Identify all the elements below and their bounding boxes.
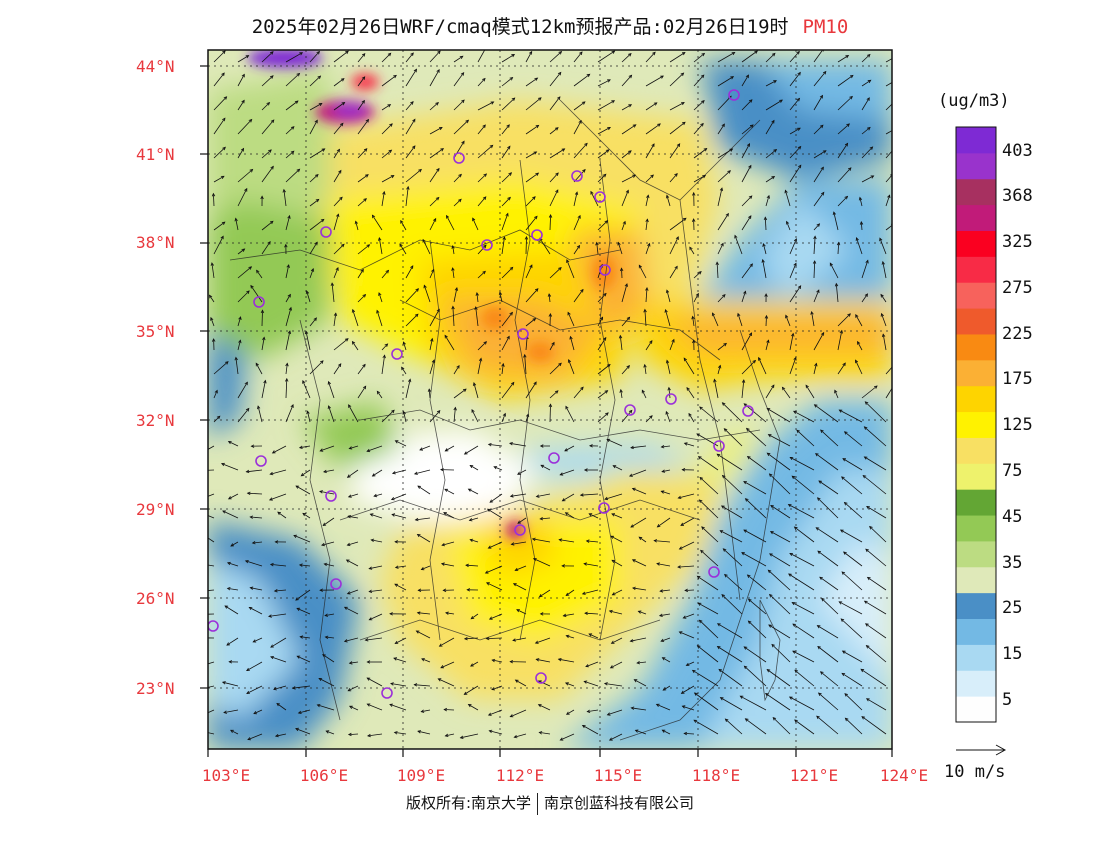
colorbar-swatch bbox=[956, 566, 996, 594]
wind-reference-label: 10 m/s bbox=[944, 762, 1006, 782]
colorbar-label: 403 bbox=[1002, 141, 1033, 161]
concentration-field bbox=[208, 50, 892, 749]
colorbar-swatch bbox=[956, 256, 996, 283]
lon-label: 115°E bbox=[593, 766, 643, 785]
city-marker bbox=[531, 229, 543, 241]
city-marker bbox=[728, 89, 740, 101]
colorbar-swatch bbox=[956, 359, 996, 387]
city-marker bbox=[481, 239, 493, 251]
copyright-left: 版权所有:南京大学 bbox=[405, 794, 532, 812]
colorbar-swatch bbox=[956, 540, 996, 568]
colorbar-label: 75 bbox=[1002, 461, 1023, 481]
lon-label: 124°E bbox=[879, 766, 929, 785]
city-marker bbox=[598, 502, 610, 514]
colorbar-swatch bbox=[956, 127, 996, 154]
lon-label: 121°E bbox=[789, 766, 839, 785]
city-marker bbox=[391, 348, 403, 360]
colorbar-label: 275 bbox=[1002, 278, 1033, 298]
lat-label: 26°N bbox=[136, 589, 175, 608]
colorbar-swatch bbox=[956, 670, 996, 697]
map-frame bbox=[207, 49, 893, 750]
colorbar-label: 368 bbox=[1002, 186, 1033, 206]
lon-label: 106°E bbox=[299, 766, 349, 785]
copyright-footer: 版权所有:南京大学 南京创蓝科技有限公司 bbox=[0, 792, 1100, 815]
lat-label: 38°N bbox=[136, 233, 175, 252]
city-marker bbox=[514, 524, 526, 536]
lon-label: 112°E bbox=[495, 766, 545, 785]
city-marker bbox=[594, 191, 606, 203]
colorbar-swatch bbox=[956, 308, 996, 335]
colorbar-swatch bbox=[956, 463, 996, 490]
lon-label: 109°E bbox=[396, 766, 446, 785]
colorbar-swatch bbox=[956, 230, 996, 257]
colorbar-label: 325 bbox=[1002, 232, 1033, 252]
wind-reference-arrow bbox=[956, 744, 1007, 756]
colorbar-swatch bbox=[956, 385, 996, 413]
lat-label: 23°N bbox=[136, 679, 175, 698]
lat-label: 29°N bbox=[136, 500, 175, 519]
copyright-right: 南京创蓝科技有限公司 bbox=[544, 794, 695, 812]
colorbar-swatch bbox=[956, 282, 996, 309]
city-marker bbox=[320, 226, 332, 238]
city-marker bbox=[208, 620, 219, 632]
lat-label: 44°N bbox=[136, 57, 175, 76]
colorbar-swatch bbox=[956, 204, 996, 231]
city-marker bbox=[535, 672, 547, 684]
colorbar-label: 225 bbox=[1002, 324, 1033, 344]
colorbar-label: 125 bbox=[1002, 415, 1033, 435]
city-marker bbox=[665, 393, 677, 405]
colorbar bbox=[955, 126, 997, 723]
colorbar-swatch bbox=[956, 333, 996, 361]
colorbar-label: 15 bbox=[1002, 644, 1023, 664]
city-marker bbox=[713, 440, 725, 452]
city-marker bbox=[253, 296, 265, 308]
lat-label: 35°N bbox=[136, 322, 175, 341]
colorbar-swatch bbox=[956, 618, 996, 645]
colorbar-label: 45 bbox=[1002, 507, 1023, 527]
colorbar-swatch bbox=[956, 437, 996, 464]
lon-label: 103°E bbox=[201, 766, 251, 785]
colorbar-label: 25 bbox=[1002, 598, 1023, 618]
colorbar-swatch bbox=[956, 489, 996, 516]
colorbar-swatch bbox=[956, 411, 996, 438]
colorbar-label: 175 bbox=[1002, 369, 1033, 389]
city-marker bbox=[571, 170, 583, 182]
map-title: 2025年02月26日WRF/cmaq模式12km预报产品:02月26日19时 P… bbox=[0, 12, 1100, 39]
city-marker bbox=[255, 455, 267, 467]
city-marker bbox=[517, 328, 529, 340]
colorbar-swatch bbox=[956, 592, 996, 620]
colorbar-unit: (ug/m3) bbox=[938, 91, 1010, 111]
city-marker bbox=[742, 405, 754, 417]
colorbar-label: 5 bbox=[1002, 690, 1013, 710]
city-marker bbox=[330, 578, 342, 590]
lat-label: 32°N bbox=[136, 411, 175, 430]
city-marker bbox=[599, 264, 611, 276]
city-marker bbox=[624, 404, 636, 416]
city-marker bbox=[708, 566, 720, 578]
city-marker bbox=[381, 687, 393, 699]
colorbar-swatch bbox=[956, 644, 996, 671]
lat-label: 41°N bbox=[136, 145, 175, 164]
title-text: 2025年02月26日WRF/cmaq模式12km预报产品:02月26日19时 bbox=[251, 16, 789, 38]
colorbar-swatch bbox=[956, 178, 996, 206]
colorbar-swatch bbox=[956, 152, 996, 180]
colorbar-swatch bbox=[956, 515, 996, 542]
city-marker bbox=[325, 490, 337, 502]
colorbar-label: 35 bbox=[1002, 553, 1023, 573]
lon-label: 118°E bbox=[691, 766, 741, 785]
city-marker bbox=[453, 152, 465, 164]
footer-separator bbox=[537, 792, 539, 815]
city-marker bbox=[548, 452, 560, 464]
title-product: PM10 bbox=[802, 16, 849, 38]
colorbar-swatch bbox=[956, 696, 996, 723]
